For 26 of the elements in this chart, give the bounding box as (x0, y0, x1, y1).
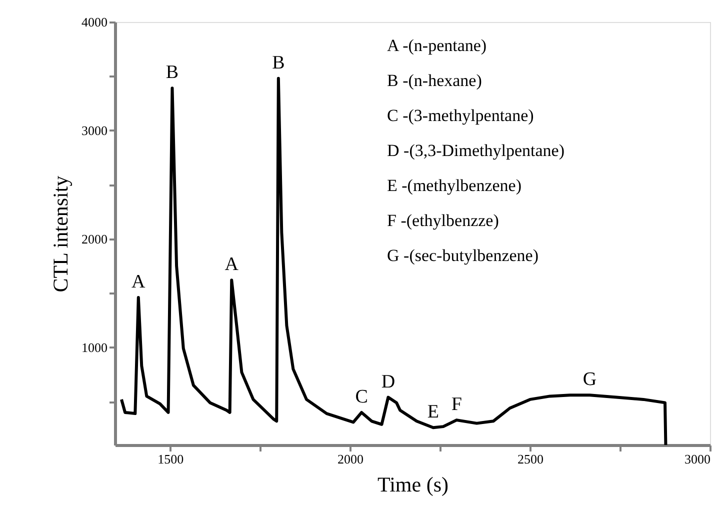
annotation: B -(n-hexane) (387, 71, 482, 90)
annotation: B (272, 52, 285, 74)
annotation: F -(ethylbenzze) (387, 211, 499, 230)
x-tick-label: 3000 (684, 452, 710, 466)
annotation: G (582, 369, 597, 390)
annotation: C -(3-methylpentane) (387, 106, 534, 125)
annotation: E -(methylbenzene) (387, 176, 522, 195)
annotation: A (224, 254, 239, 276)
annotation: D -(3,3-Dimethylpentane) (387, 141, 564, 160)
annotation: C (355, 386, 368, 408)
annotation: E (427, 402, 439, 423)
annotation: G -(sec-butylbenzene) (387, 246, 539, 265)
annotation: A (132, 271, 146, 292)
y-axis-title: CTL intensity (48, 175, 72, 292)
annotation: F (451, 394, 462, 416)
y-tick-label: 3000 (82, 122, 108, 138)
y-tick-label: 1000 (82, 340, 108, 355)
x-tick-label: 2000 (338, 452, 364, 466)
annotation: B (166, 62, 179, 84)
annotation: A -(n-pentane) (387, 36, 487, 55)
annotation: D (381, 371, 396, 392)
x-tick-label: 2500 (518, 452, 544, 466)
y-tick-label: 2000 (82, 231, 108, 246)
x-tick-label: 1500 (158, 452, 184, 466)
x-axis-title: Time (s) (378, 472, 448, 496)
y-tick-label: 4000 (82, 14, 108, 30)
